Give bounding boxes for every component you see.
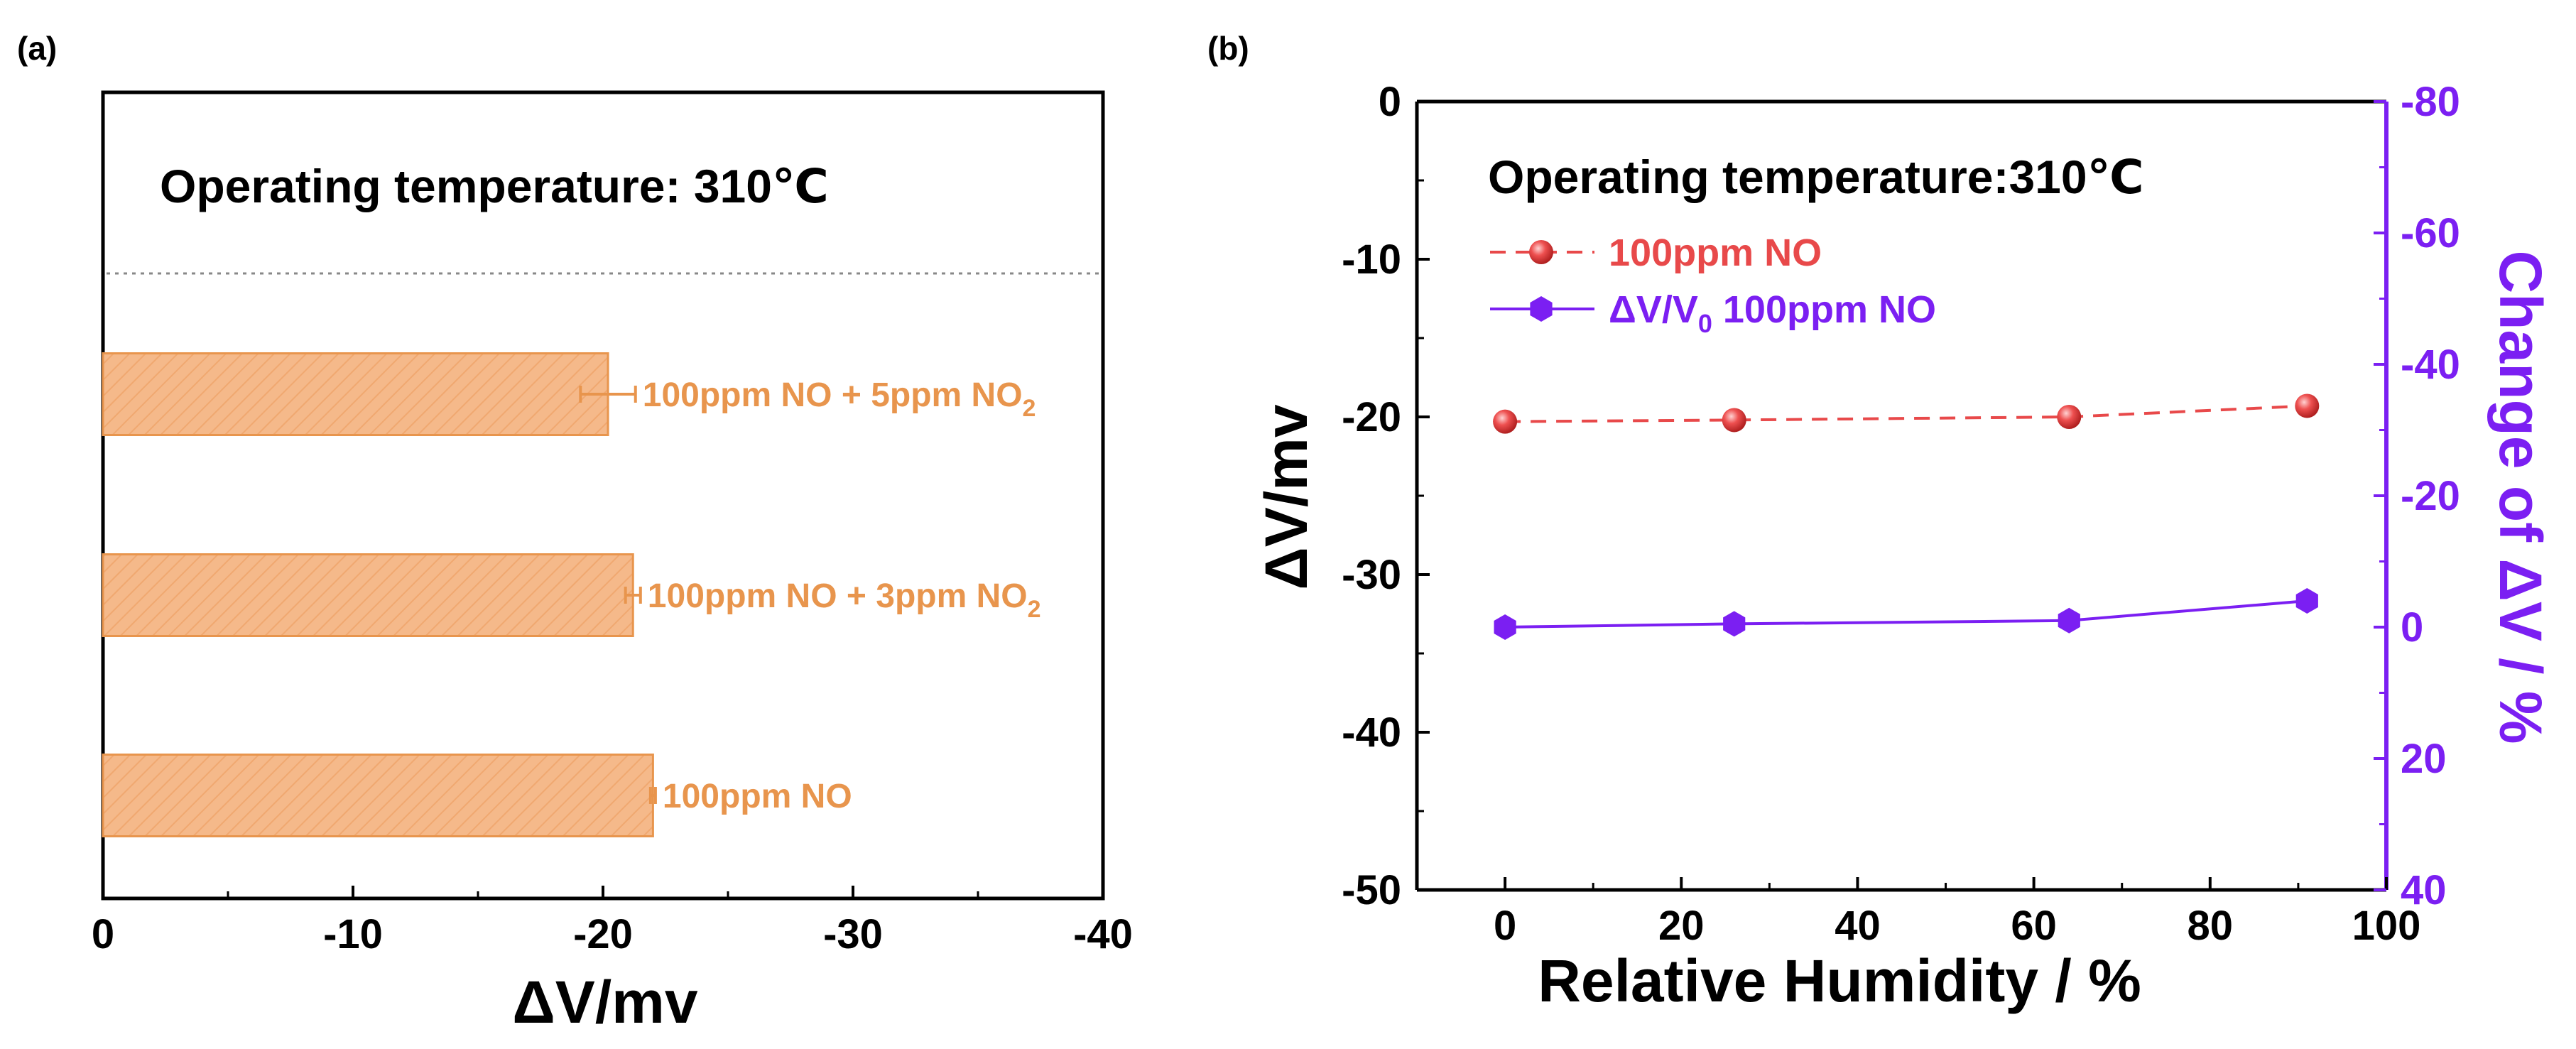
bar-label: 100ppm NO + 3ppm NO2 [648, 577, 1041, 623]
series-change-point [2058, 607, 2080, 634]
series-100ppm-no-point [2057, 405, 2082, 429]
legend-item-change: ΔV/V0 100ppm NO [1490, 288, 1936, 338]
panel-b-y-tick-label: 0 [1379, 79, 1401, 125]
bar-label: 100ppm NO + 5ppm NO2 [643, 376, 1036, 422]
panel-a-annotation: Operating temperature: 310℃ [160, 160, 829, 212]
bar-label-text: 100ppm NO + 5ppm NO [643, 376, 1023, 414]
panel-b-y2-tick-label: -40 [2401, 342, 2460, 388]
panel-b-y-tick-label: -20 [1342, 394, 1401, 440]
series-change-point [1494, 614, 1516, 640]
panel-b-y2-tick-label: -20 [2401, 473, 2460, 519]
legend-label-change: ΔV/V0 100ppm NO [1609, 288, 1936, 338]
bar-label: 100ppm NO [663, 778, 852, 815]
bar [102, 553, 634, 637]
series-100ppm-no-point [1722, 408, 1746, 433]
bar [102, 352, 609, 436]
panel-b-y-tick-label: -30 [1342, 552, 1401, 598]
panel-a-x-tick-label: -20 [573, 911, 633, 957]
panel-b: (b) 0 20 40 60 80 100 0 -10 -20 -30 -40 -50 -80 -60 -4… [1207, 30, 2554, 1014]
bar [102, 754, 654, 837]
series-change-point [2295, 588, 2318, 614]
panel-a-x-tick-label: 0 [92, 911, 114, 957]
panel-b-y2-axis-title: Change of ΔV / % [2487, 250, 2554, 744]
panel-b-x-tick-label: 40 [1835, 903, 1881, 949]
panel-b-y-tick-label: -40 [1342, 710, 1401, 756]
panel-a: (a) Operating temperature: 310℃ 100ppm N… [17, 30, 1133, 1036]
panel-b-x-tick-label: 0 [1494, 903, 1516, 949]
panel-b-y-axis-title: ΔV/mv [1253, 404, 1320, 589]
panel-a-label: (a) [17, 30, 57, 67]
panel-b-y-tick-label: -10 [1342, 237, 1401, 283]
legend-hexagon-marker [1530, 296, 1553, 322]
panel-a-x-axis-title: ΔV/mv [512, 969, 697, 1036]
bar-label-text: 100ppm NO [663, 778, 852, 815]
panel-b-series [1493, 393, 2320, 640]
panel-b-x-tick-label: 100 [2352, 903, 2421, 949]
legend-label-change-subscript: 0 [1698, 309, 1712, 338]
bar-label-subscript: 2 [1028, 596, 1041, 623]
panel-b-y2-tick-label: -80 [2401, 79, 2460, 125]
bar-label-text: 100ppm NO + 3ppm NO [648, 577, 1028, 615]
panel-b-y2-tick-label: 20 [2401, 736, 2447, 782]
series-100ppm-no-line [1505, 404, 2308, 423]
panel-b-legend: 100ppm NO ΔV/V0 100ppm NO [1490, 232, 1936, 338]
panel-b-annotation: Operating temperature:310℃ [1488, 151, 2144, 203]
series-100ppm-no-point [1493, 409, 1518, 434]
panel-a-x-axis: 0 -10 -20 -30 -40 [92, 886, 1133, 957]
panel-b-y2-tick-label: 40 [2401, 867, 2447, 913]
panel-a-x-tick-label: -30 [823, 911, 883, 957]
panel-b-y-tick-label: -50 [1342, 867, 1401, 913]
legend-label-change-suffix: 100ppm NO [1712, 288, 1936, 331]
legend-label-change-main: ΔV/V [1609, 288, 1698, 331]
series-change-point [1723, 611, 1746, 637]
bar-label-subscript: 2 [1023, 395, 1036, 422]
panel-a-x-tick-label: -10 [323, 911, 383, 957]
panel-b-label: (b) [1207, 30, 1249, 67]
series-100ppm-no-point [2295, 393, 2320, 418]
panel-b-x-axis-title: Relative Humidity / % [1538, 947, 2141, 1014]
panel-b-x-tick-label: 60 [2011, 903, 2057, 949]
legend-label-100ppm-no: 100ppm NO [1609, 232, 1822, 274]
legend-item-100ppm-no: 100ppm NO [1490, 232, 1822, 274]
panel-a-x-tick-label: -40 [1073, 911, 1133, 957]
series-change-line [1505, 599, 2308, 629]
legend-sphere-marker [1529, 240, 1553, 264]
panel-b-x-tick-label: 20 [1658, 903, 1705, 949]
panel-b-y2-tick-label: -60 [2401, 210, 2460, 256]
panel-b-x-tick-label: 80 [2188, 903, 2234, 949]
panel-b-y2-tick-label: 0 [2401, 604, 2423, 651]
panel-b-axes: 0 20 40 60 80 100 0 -10 -20 -30 -40 -50 -80 -60 -40 -20… [1342, 79, 2460, 949]
panel-b-plot-area [1417, 102, 2386, 890]
